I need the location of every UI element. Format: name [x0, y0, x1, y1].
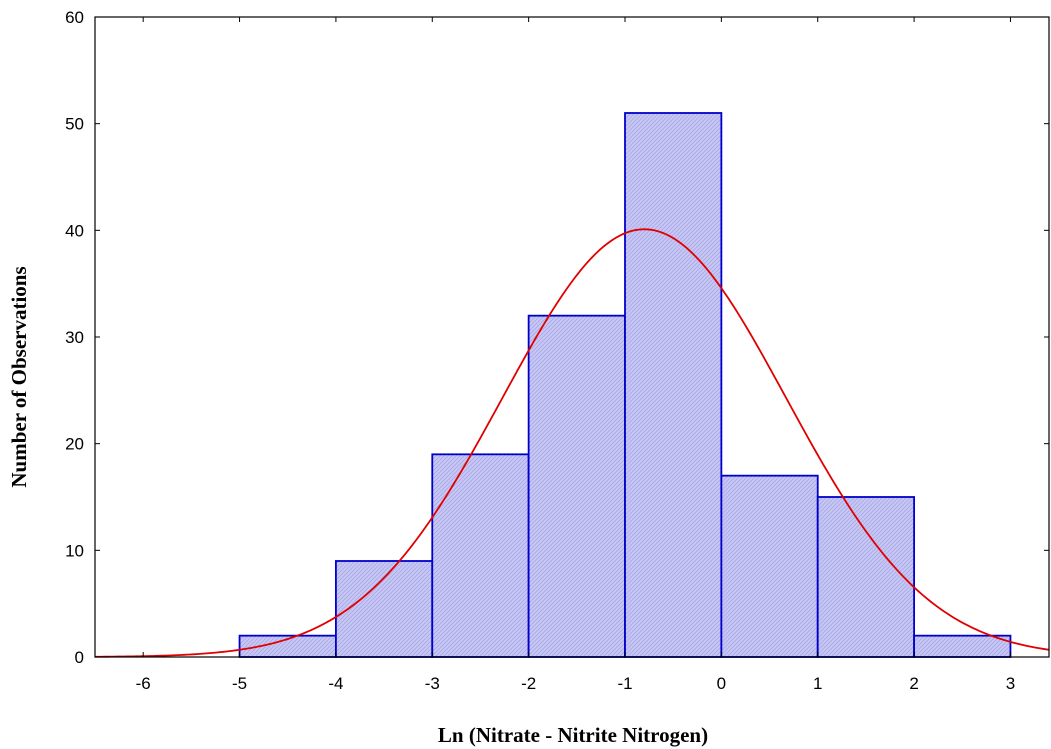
- histogram-bar: [816, 496, 915, 658]
- histogram-bar: [431, 453, 530, 658]
- y-axis: 0 10 20 30 40 50 60: [65, 8, 1049, 667]
- histogram-bar: [527, 314, 626, 658]
- x-tick-label: 0: [717, 674, 726, 693]
- histogram-bar: [913, 634, 1012, 658]
- curve-group: [94, 228, 1050, 658]
- y-tick-label: 50: [65, 115, 84, 134]
- x-tick-label: -5: [232, 674, 247, 693]
- x-axis-title: Ln (Nitrate - Nitrite Nitrogen): [438, 723, 708, 747]
- bars-group: [238, 112, 1012, 658]
- histogram-bar: [720, 474, 819, 658]
- y-tick-label: 60: [65, 8, 84, 27]
- normal-fit-curve: [94, 228, 1050, 658]
- y-tick-label: 0: [75, 648, 84, 667]
- x-tick-label: -4: [328, 674, 343, 693]
- x-tick-label: -3: [425, 674, 440, 693]
- histogram-bar: [335, 560, 434, 658]
- y-tick-label: 30: [65, 328, 84, 347]
- x-tick-label: 3: [1006, 674, 1015, 693]
- y-tick-label: 10: [65, 541, 84, 560]
- x-axis: -6 -5 -4 -3 -2 -1 0 1 2 3: [136, 17, 1015, 693]
- x-tick-label: -1: [617, 674, 632, 693]
- x-tick-label: -2: [521, 674, 536, 693]
- x-tick-label: 1: [813, 674, 822, 693]
- x-tick-label: 2: [909, 674, 918, 693]
- y-tick-label: 20: [65, 435, 84, 454]
- y-tick-label: 40: [65, 221, 84, 240]
- histogram-bar: [624, 112, 723, 658]
- y-axis-title: Number of Observations: [7, 266, 31, 487]
- x-tick-label: -6: [136, 674, 151, 693]
